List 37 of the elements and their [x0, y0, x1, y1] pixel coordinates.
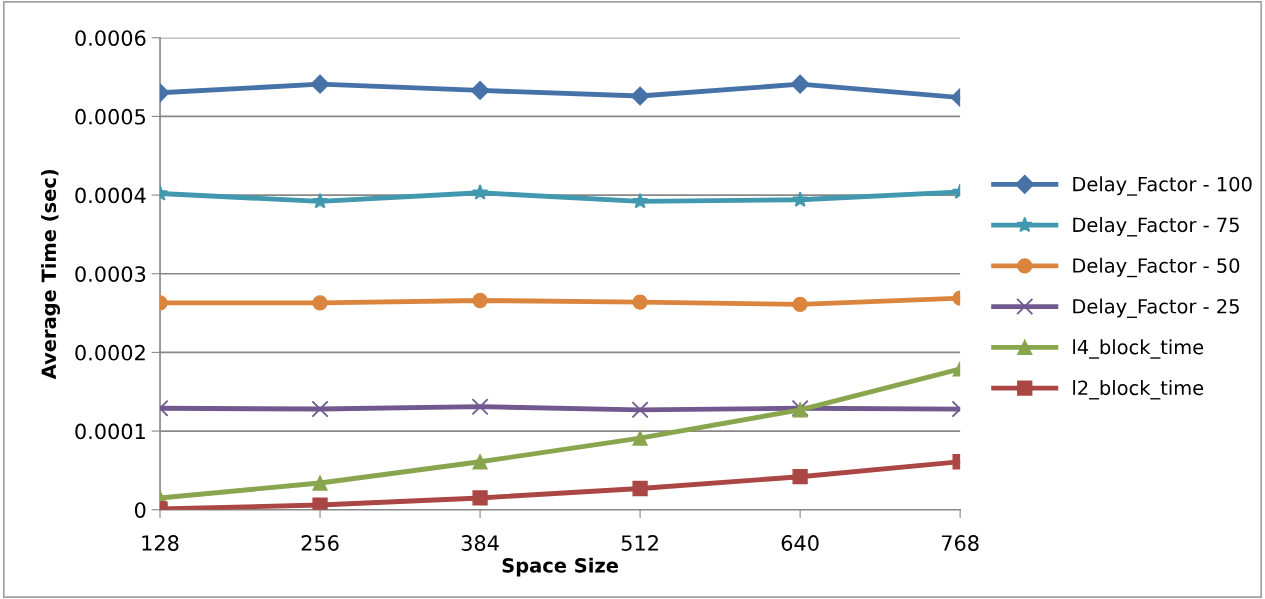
- y-tick-label: 0.0002: [75, 344, 145, 361]
- point: [790, 74, 810, 94]
- x-tick-label: 512: [621, 535, 658, 551]
- y-tick-label: 0: [134, 502, 146, 518]
- y-axis-title: Average Time (sec): [41, 169, 61, 380]
- point: [632, 430, 648, 446]
- point: [632, 294, 648, 310]
- x-tick-label: 256: [301, 535, 339, 551]
- point: [792, 469, 808, 485]
- y-tick-label: 0.0003: [75, 266, 146, 282]
- point: [632, 480, 648, 497]
- point: [630, 86, 650, 106]
- legend-label: l2_block_time: [1073, 380, 1204, 400]
- x-axis-title: Space Size: [502, 557, 618, 577]
- x-tick-label: 384: [461, 535, 499, 551]
- x-tick-label: 768: [941, 535, 979, 551]
- legend-label: Delay_Factor - 100: [1073, 176, 1252, 196]
- point: [470, 80, 490, 100]
- point: [472, 490, 488, 506]
- legend-label: Delay_Factor - 50: [1073, 257, 1240, 278]
- point: [631, 192, 649, 209]
- legend-label: Delay_Factor - 25: [1073, 298, 1239, 318]
- point: [791, 191, 809, 207]
- legend-label: Delay_Factor - 75: [1073, 217, 1239, 237]
- point: [472, 454, 488, 470]
- point: [792, 296, 808, 313]
- point: [471, 184, 489, 200]
- point: [472, 292, 488, 309]
- y-tick-label: 0.0006: [75, 30, 146, 46]
- x-tick-label: 128: [142, 535, 179, 551]
- point: [631, 401, 649, 419]
- y-tick-label: 0.0004: [75, 187, 146, 204]
- legend-label: l4_block_time: [1073, 339, 1204, 359]
- x-tick-label: 640: [781, 535, 819, 551]
- y-tick-label: 0.0001: [75, 423, 145, 440]
- point: [471, 398, 489, 416]
- y-tick-label: 0.0005: [75, 108, 146, 125]
